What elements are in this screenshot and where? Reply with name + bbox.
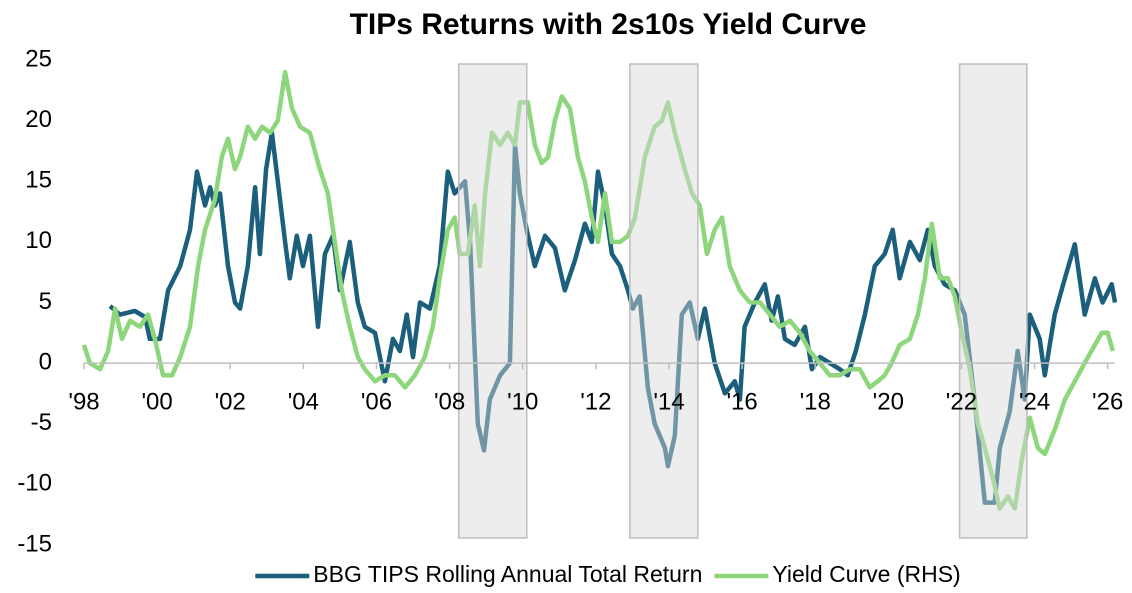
- x-tick-label: '16: [726, 388, 757, 415]
- x-tick-label: '12: [580, 388, 611, 415]
- x-tick-label: '20: [873, 388, 904, 415]
- chart-title: TIPs Returns with 2s10s Yield Curve: [350, 8, 867, 41]
- shaded-period: [629, 63, 699, 539]
- y-tick-label: 10: [25, 227, 52, 254]
- x-tick-label: '98: [68, 388, 99, 415]
- x-tick-label: '06: [361, 388, 392, 415]
- x-tick-label: '00: [141, 388, 172, 415]
- y-tick-label: 5: [39, 288, 52, 315]
- shaded-period: [457, 63, 528, 539]
- y-tick-label: -5: [31, 409, 52, 436]
- y-tick-label: 25: [25, 45, 52, 72]
- x-tick-label: '04: [288, 388, 319, 415]
- y-tick-label: 20: [25, 106, 52, 133]
- x-tick-label: '02: [215, 388, 246, 415]
- x-tick-label: '14: [653, 388, 684, 415]
- legend-label: Yield Curve (RHS): [772, 561, 960, 587]
- x-tick-label: '22: [946, 388, 977, 415]
- series-line: [81, 69, 1115, 511]
- x-tick-label: '10: [507, 388, 538, 415]
- x-tick-label: '26: [1092, 388, 1123, 415]
- y-tick-label: -15: [17, 530, 52, 557]
- legend-label: BBG TIPS Rolling Annual Total Return: [313, 561, 702, 587]
- y-tick-label: 0: [39, 348, 52, 375]
- shaded-period: [958, 63, 1028, 539]
- y-tick-label: -10: [17, 470, 52, 497]
- x-tick-label: '08: [434, 388, 465, 415]
- x-tick-label: '24: [1019, 388, 1050, 415]
- y-tick-label: 15: [25, 167, 52, 194]
- x-tick-label: '18: [800, 388, 831, 415]
